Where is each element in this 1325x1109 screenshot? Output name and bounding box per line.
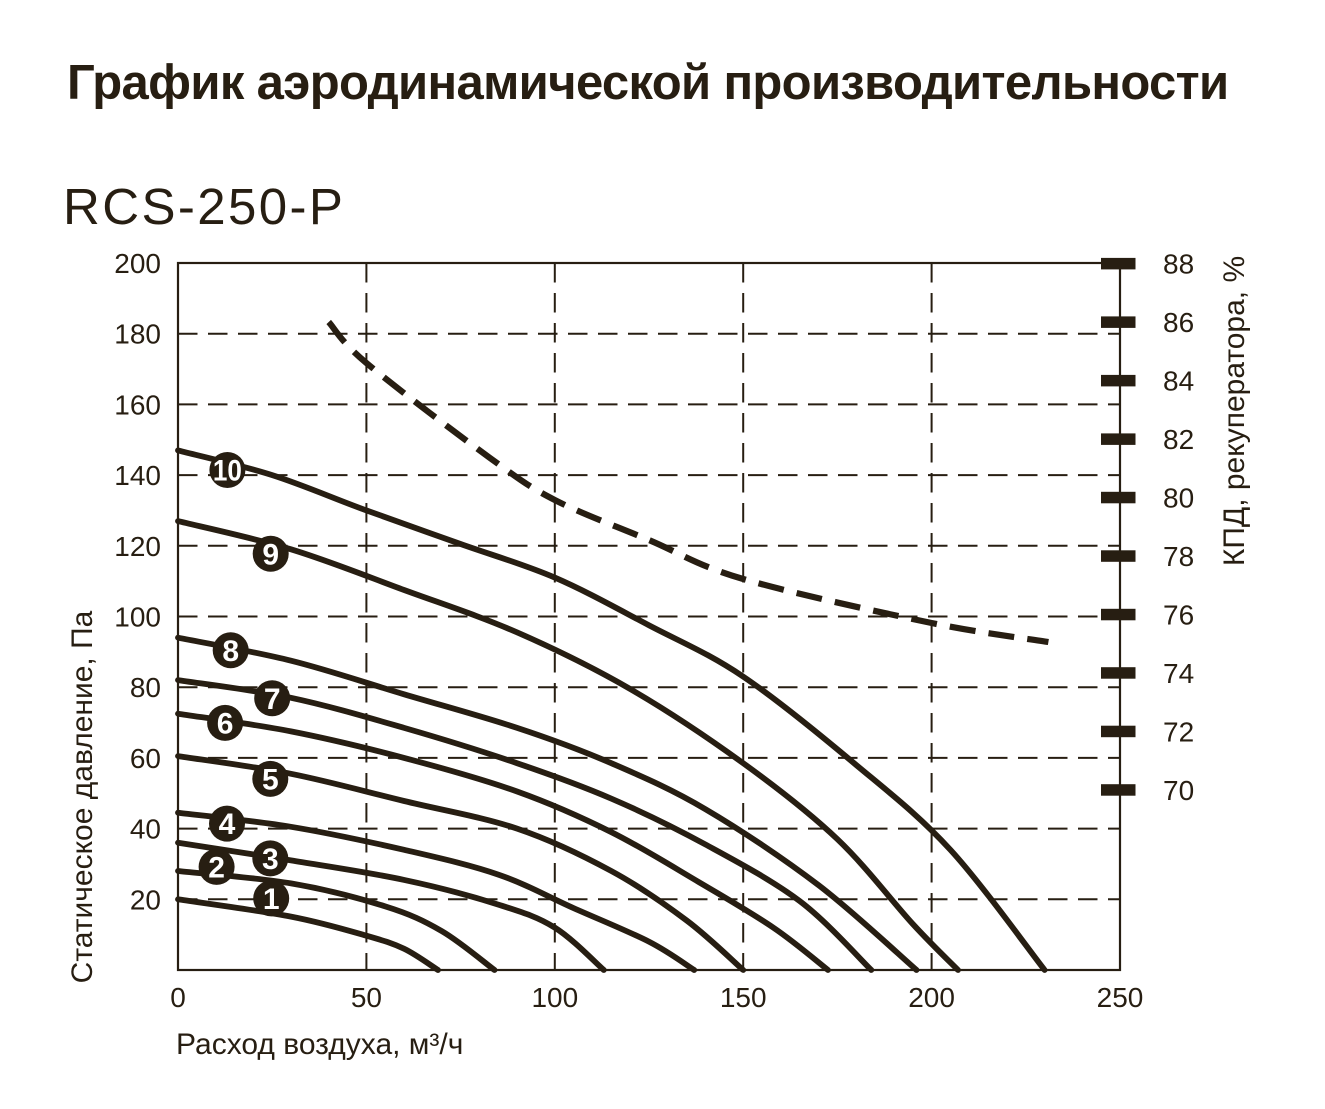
svg-text:76: 76 [1163,600,1194,631]
svg-text:1: 1 [263,883,280,916]
svg-text:250: 250 [1097,982,1144,1013]
svg-text:Статическое давление, Па: Статическое давление, Па [66,610,99,983]
svg-text:6: 6 [217,707,234,740]
svg-text:Расход воздуха, м³/ч: Расход воздуха, м³/ч [176,1028,463,1061]
svg-text:9: 9 [262,538,279,571]
svg-text:140: 140 [114,460,161,491]
svg-text:0: 0 [170,982,186,1013]
svg-text:100: 100 [114,602,161,633]
svg-text:8: 8 [222,635,239,668]
svg-text:КПД, рекуператора, %: КПД, рекуператора, % [1218,256,1251,566]
svg-text:10: 10 [213,455,242,488]
svg-text:5: 5 [262,763,279,796]
svg-text:78: 78 [1163,541,1194,572]
svg-text:График аэродинамической произв: График аэродинамической производительнос… [67,56,1228,110]
svg-text:160: 160 [114,389,161,420]
svg-text:RCS-250-P: RCS-250-P [63,178,345,235]
svg-text:50: 50 [351,982,382,1013]
svg-text:88: 88 [1163,249,1194,280]
svg-text:60: 60 [130,743,161,774]
svg-text:200: 200 [908,982,955,1013]
svg-text:2: 2 [208,851,225,884]
svg-text:4: 4 [219,808,236,841]
svg-text:200: 200 [114,248,161,279]
svg-text:150: 150 [720,982,767,1013]
svg-text:7: 7 [264,683,281,716]
svg-text:84: 84 [1163,366,1194,397]
svg-text:120: 120 [114,531,161,562]
svg-text:40: 40 [130,814,161,845]
svg-text:72: 72 [1163,717,1194,748]
svg-text:180: 180 [114,319,161,350]
svg-text:82: 82 [1163,424,1194,455]
svg-text:20: 20 [130,884,161,915]
svg-text:3: 3 [262,843,279,876]
svg-text:70: 70 [1163,775,1194,806]
svg-text:74: 74 [1163,658,1194,689]
svg-text:80: 80 [1163,483,1194,514]
svg-text:100: 100 [531,982,578,1013]
svg-text:86: 86 [1163,307,1194,338]
svg-text:80: 80 [130,672,161,703]
